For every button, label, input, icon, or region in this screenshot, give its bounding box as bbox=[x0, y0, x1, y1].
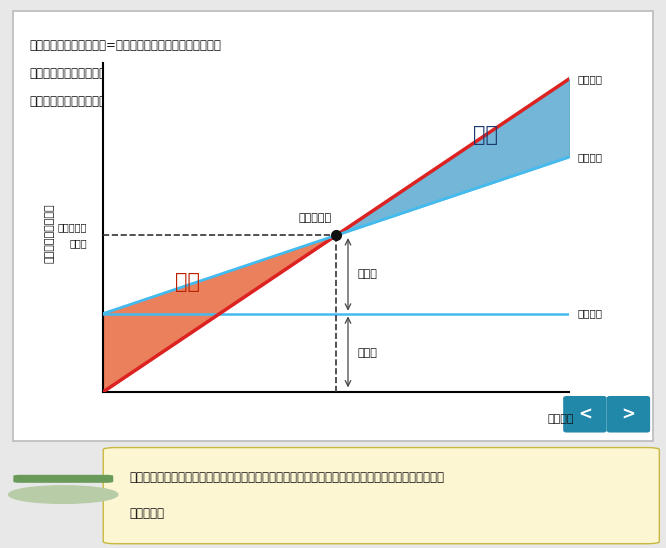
Text: この時の売上高を損益分岐点売上高と言います。: この時の売上高を損益分岐点売上高と言います。 bbox=[29, 67, 183, 80]
Text: んですね。: んですね。 bbox=[130, 507, 165, 521]
Text: 変動費: 変動費 bbox=[358, 270, 377, 279]
Text: >: > bbox=[621, 406, 635, 423]
Text: 固定費: 固定費 bbox=[358, 347, 377, 358]
Text: 売上高・費用・損益: 売上高・費用・損益 bbox=[45, 203, 55, 262]
Text: 売上高: 売上高 bbox=[69, 238, 87, 248]
Text: 損益分岐点: 損益分岐点 bbox=[298, 213, 332, 222]
Text: この販売数量を上回ると利益が出て、それを下回ると損失になります。: この販売数量を上回ると利益が出て、それを下回ると損失になります。 bbox=[29, 95, 253, 108]
FancyBboxPatch shape bbox=[607, 396, 650, 432]
Text: 固定費線: 固定費線 bbox=[578, 309, 603, 318]
Text: <: < bbox=[578, 406, 592, 423]
Circle shape bbox=[9, 486, 118, 503]
Text: 損失: 損失 bbox=[174, 272, 200, 292]
FancyBboxPatch shape bbox=[563, 396, 607, 432]
Text: 利益: 利益 bbox=[473, 125, 498, 145]
Text: 販売数量: 販売数量 bbox=[547, 414, 574, 424]
Text: 売上高線: 売上高線 bbox=[578, 73, 603, 84]
Text: 総費用線: 総費用線 bbox=[578, 152, 603, 162]
FancyBboxPatch shape bbox=[103, 448, 659, 544]
FancyBboxPatch shape bbox=[13, 475, 113, 483]
Text: 損益分岐点: 損益分岐点 bbox=[57, 222, 87, 232]
Text: この時の交差するところ=利益０のところが損益分岐点で、: この時の交差するところ=利益０のところが損益分岐点で、 bbox=[29, 39, 221, 52]
Text: なるほど、図にしてもらうと、仕組みがよくわかりますね。今回は値下げですから、当然利益が減る: なるほど、図にしてもらうと、仕組みがよくわかりますね。今回は値下げですから、当然… bbox=[130, 471, 445, 484]
FancyBboxPatch shape bbox=[13, 11, 653, 441]
